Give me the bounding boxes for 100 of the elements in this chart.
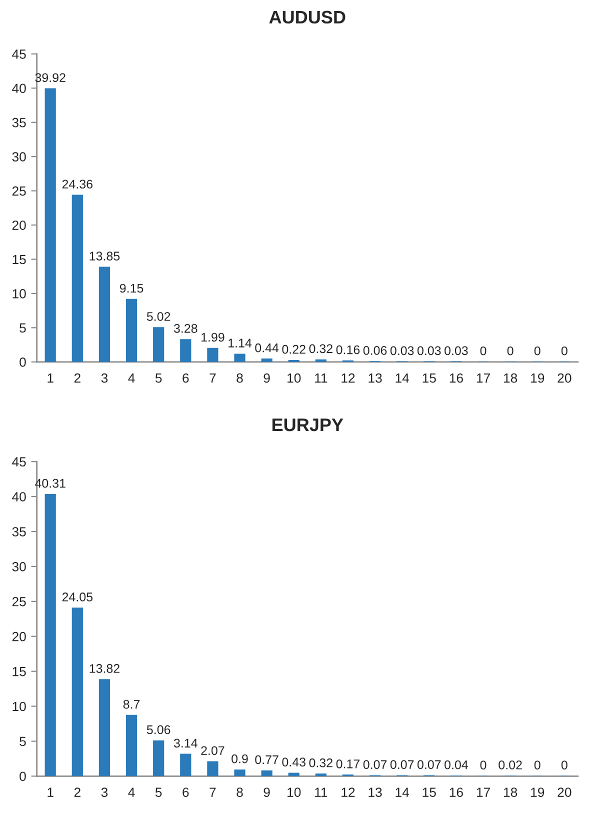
y-tick-label: 45 [12,50,26,59]
x-tick-label: 14 [396,788,410,797]
data-label: 0.9 [232,754,248,764]
y-tick-label: 35 [12,527,26,536]
y-tick-label: 25 [12,596,26,606]
x-tick-label: 8 [236,788,243,797]
data-label: 1.14 [228,338,252,348]
data-label: 3.28 [174,324,198,333]
data-label: 0 [480,760,486,770]
x-tick-label: 2 [74,373,80,383]
x-tick-label: 18 [504,373,518,383]
data-label: 0.07 [363,760,387,770]
y-tick-label: 40 [12,492,26,502]
y-tick-label: 30 [12,562,26,572]
chart-title: AUDUSD [269,10,346,24]
x-tick-label: 10 [288,788,301,797]
data-label: 0.32 [309,758,332,768]
data-label: 3.14 [174,738,198,748]
x-tick-label: 15 [422,374,436,383]
x-tick-label: 16 [450,373,463,383]
x-tick-label: 16 [450,788,463,797]
data-label: 0 [534,346,540,356]
data-label: 40.31 [35,478,66,488]
x-tick-label: 13 [368,788,382,797]
y-tick-label: 10 [12,289,26,298]
data-label: 5.02 [146,312,170,321]
y-tick-label: 35 [12,118,26,128]
data-label: 0 [561,760,568,770]
x-tick-label: 4 [128,374,135,383]
data-label: 0.17 [336,759,360,768]
y-tick-label: 15 [12,667,26,676]
data-label: 0.02 [498,760,522,770]
x-tick-label: 13 [368,373,382,383]
x-tick-label: 1 [48,374,54,383]
x-tick-label: 12 [342,788,355,797]
x-tick-label: 8 [236,373,243,383]
x-tick-label: 4 [128,788,135,797]
data-label: 0.03 [417,346,441,356]
y-tick-label: 5 [20,736,26,746]
x-tick-label: 3 [101,788,108,797]
data-label: 0 [507,346,514,356]
data-label: 0.07 [390,760,414,770]
x-tick-label: 10 [288,373,301,383]
data-label: 0.06 [363,346,387,355]
x-tick-label: 20 [558,788,572,797]
data-label: 13.82 [90,664,120,673]
y-tick-label: 10 [12,702,26,712]
chart-title: EURJPY [272,418,344,432]
x-tick-label: 17 [476,374,490,383]
data-label: 0.22 [282,344,306,354]
x-tick-label: 12 [342,373,355,383]
x-tick-label: 5 [155,788,162,797]
data-label: 0.07 [417,760,441,770]
data-label: 13.85 [90,252,120,260]
x-tick-label: 11 [315,788,328,797]
data-label: 0 [480,346,486,356]
data-label: 0 [561,346,568,356]
data-label: 39.92 [35,73,66,82]
x-tick-label: 20 [558,373,572,383]
x-tick-label: 14 [396,374,410,383]
y-tick-label: 5 [20,323,26,333]
data-label: 0.04 [444,760,468,770]
x-tick-label: 17 [476,788,490,797]
data-label: 0.43 [282,758,306,767]
x-tick-label: 7 [210,374,216,383]
data-label: 0 [534,760,540,770]
x-tick-label: 15 [422,788,436,797]
data-label: 0.44 [255,343,279,352]
x-tick-label: 9 [264,788,270,797]
x-tick-label: 2 [74,788,80,797]
y-tick-label: 20 [12,220,26,230]
x-tick-label: 6 [182,373,189,383]
data-label: 24.36 [62,180,93,189]
data-label: 9.15 [120,284,144,293]
x-tick-label: 11 [315,374,328,383]
x-tick-label: 7 [210,788,216,797]
x-tick-label: 3 [101,373,108,383]
data-label: 2.07 [201,746,224,756]
x-tick-label: 19 [531,788,544,797]
data-label: 1.99 [201,332,224,342]
y-tick-label: 20 [12,632,26,642]
data-label: 5.06 [146,725,170,734]
x-tick-label: 6 [182,788,189,797]
x-tick-label: 1 [48,788,54,797]
y-tick-label: 45 [12,457,26,467]
y-tick-label: 0 [20,772,26,782]
data-label: 0.03 [390,346,414,356]
x-tick-label: 19 [531,373,544,383]
data-label: 0.32 [309,344,332,354]
y-tick-label: 25 [12,186,26,196]
y-tick-label: 30 [12,152,26,162]
x-tick-label: 18 [504,788,518,797]
data-label: 0.16 [336,345,360,354]
x-tick-label: 5 [155,374,162,383]
data-label: 24.05 [62,592,93,602]
data-label: 0.03 [444,346,468,356]
data-label: 0.77 [255,755,278,764]
y-tick-label: 0 [20,358,26,367]
y-tick-label: 15 [12,254,26,264]
x-tick-label: 9 [264,373,270,383]
